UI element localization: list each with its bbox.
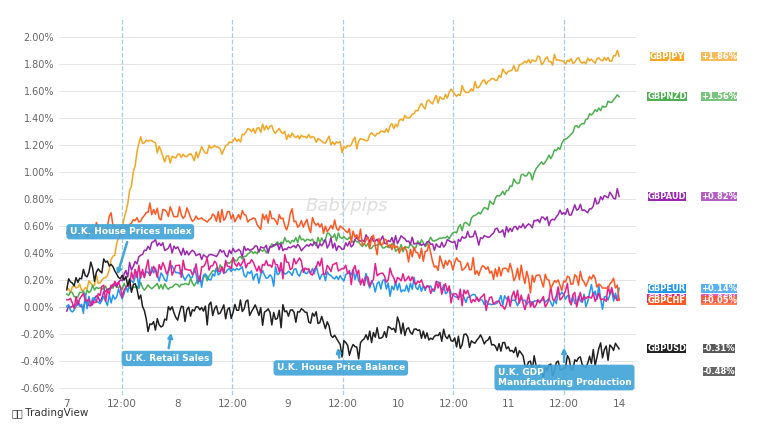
Text: GBPNZD: GBPNZD — [647, 92, 686, 101]
Text: GBPJPY: GBPJPY — [650, 52, 684, 61]
Text: TradingView: TradingView — [22, 408, 88, 418]
Text: U.K. Retail Sales: U.K. Retail Sales — [125, 335, 209, 363]
Text: U.K. GDP
Manufacturing Production: U.K. GDP Manufacturing Production — [498, 350, 631, 387]
Text: U.K. House Price Balance: U.K. House Price Balance — [277, 350, 405, 372]
Text: +0.05%: +0.05% — [701, 296, 737, 305]
Text: GBPEUR: GBPEUR — [647, 284, 686, 293]
Text: GBPUSD: GBPUSD — [647, 344, 686, 353]
Text: U.K. House Prices Index: U.K. House Prices Index — [69, 227, 191, 272]
Text: GBPCAD: GBPCAD — [647, 294, 686, 303]
Text: +0.14%: +0.14% — [701, 284, 737, 293]
Text: +1.56%: +1.56% — [701, 92, 737, 101]
Text: Babypips: Babypips — [306, 197, 388, 215]
Text: ꟷꟷ: ꟷꟷ — [12, 408, 23, 418]
Text: GBPCHF: GBPCHF — [648, 296, 686, 305]
Text: +1.86%: +1.86% — [701, 52, 737, 61]
Text: -0.31%: -0.31% — [703, 344, 736, 353]
Text: +0.82%: +0.82% — [701, 192, 737, 201]
Text: +0.06%: +0.06% — [701, 294, 737, 303]
Text: -0.48%: -0.48% — [703, 367, 736, 376]
Text: GBPAUD: GBPAUD — [647, 192, 686, 201]
